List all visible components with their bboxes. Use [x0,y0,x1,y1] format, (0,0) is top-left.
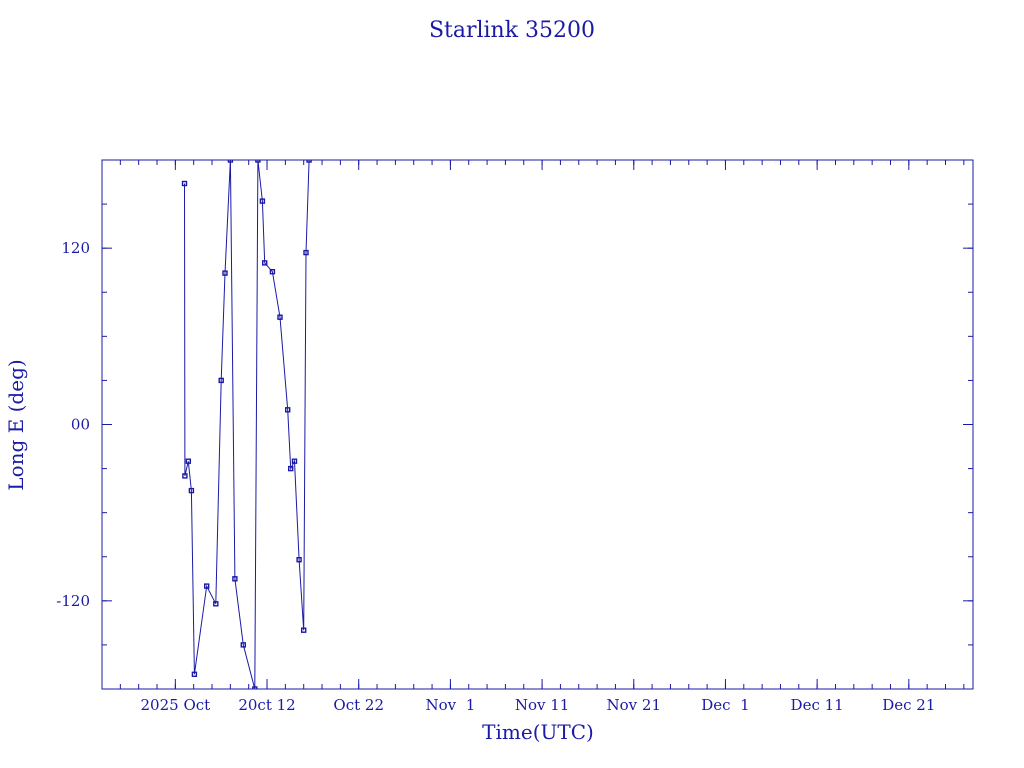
x-tick-label: Nov 1 [426,696,476,714]
data-point [269,269,276,275]
data-point [301,627,307,633]
data-point [222,270,228,276]
series-line [184,160,310,689]
data-point [203,583,210,589]
plot-frame [101,159,974,690]
y-tick-label: 00 [71,416,90,434]
data-point [277,314,283,320]
data-point [306,160,312,163]
data-point [185,458,192,464]
data-point [227,160,234,163]
data-point [232,576,238,582]
y-axis-label: Long E (deg) [4,359,28,490]
x-tick-label: Nov 11 [515,696,570,714]
data-point [181,180,188,187]
x-tick-label: 2025 Oct [141,696,211,714]
y-axis-tick-labels: 120 00 -120 [56,239,90,610]
data-point [188,487,195,494]
data-point [303,249,309,256]
data-point [296,557,302,563]
data-point [213,601,219,607]
data-point [285,407,291,413]
x-tick-label: Dec 11 [791,696,844,714]
data-point [262,260,268,266]
data-point [252,686,258,689]
x-axis-tick-labels: 2025 Oct 20ct 12 Oct 22 Nov 1 Nov 11 Nov 21 De… [141,696,936,714]
x-tick-label: Dec 21 [882,696,935,714]
x-tick-label: Dec 1 [701,696,749,714]
x-axis-label: Time(UTC) [482,720,594,744]
data-point [191,671,198,677]
data-point [218,377,224,384]
x-tick-label: Nov 21 [607,696,662,714]
x-axis-ticks [101,160,965,689]
y-axis-ticks [102,159,973,690]
chart-title: Starlink 35200 [429,18,595,43]
x-tick-label: Oct 22 [333,696,384,714]
y-tick-label: 120 [61,239,90,257]
x-tick-label: 20ct 12 [238,696,295,714]
data-point [291,458,298,464]
data-point [288,465,294,472]
plot-area [181,160,312,689]
data-point [182,473,188,479]
y-tick-label: -120 [56,592,90,610]
data-point [259,198,266,204]
data-point [240,642,247,648]
data-point [255,160,261,163]
